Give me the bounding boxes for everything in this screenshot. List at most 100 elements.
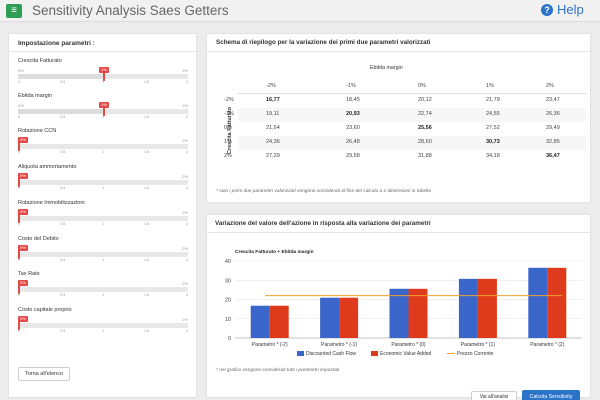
slider-tick-label: 0.5 bbox=[60, 186, 66, 190]
slider-ticks: 0 0.5 1 1.5 2 bbox=[18, 80, 188, 88]
help-icon[interactable]: ? bbox=[541, 4, 553, 16]
grid-row: -2% 16,77 18,45 20,12 21,79 23,47 bbox=[224, 94, 586, 108]
slider-fill bbox=[18, 109, 103, 114]
grid-cell: 20,93 bbox=[346, 111, 360, 117]
slider-tick-label: 0 bbox=[18, 293, 21, 297]
parameter-slider[interactable]: Ebitda margin 0% 2% 1% 0 0.5 1 1.5 2 bbox=[18, 93, 188, 127]
legend-label: Prezzo Corrente bbox=[457, 351, 494, 357]
legend-label: Economic Value Added bbox=[380, 351, 432, 357]
slider-tick-label: 2 bbox=[186, 115, 189, 119]
slider-handle[interactable] bbox=[18, 214, 20, 223]
bar bbox=[389, 288, 409, 338]
slider-handle[interactable] bbox=[18, 250, 20, 259]
slider-tick-label: 2 bbox=[186, 293, 189, 297]
slider-tick-label: 1 bbox=[102, 293, 105, 297]
slider-track[interactable] bbox=[18, 285, 188, 294]
y-tick-label: 20 bbox=[225, 298, 231, 304]
grid-cell: 25,56 bbox=[418, 125, 432, 131]
parameters-title: Impostazione parametri : bbox=[18, 40, 95, 47]
slider-tick-label: 0 bbox=[18, 115, 21, 119]
grid-cell: 24,36 bbox=[266, 139, 280, 145]
grid-cell: 28,60 bbox=[418, 139, 432, 145]
bar bbox=[458, 278, 478, 338]
slider-max-label: 2% bbox=[182, 210, 188, 215]
x-tick-label: Parametro * (-2) bbox=[252, 342, 288, 348]
grid-cell: 27,52 bbox=[486, 125, 500, 131]
slider-value-badge: 0% bbox=[18, 173, 28, 179]
x-tick-label: Parametro * (1) bbox=[461, 342, 496, 348]
slider-handle[interactable] bbox=[103, 107, 105, 116]
grid-column-label: 0% bbox=[418, 83, 426, 89]
slider-track[interactable] bbox=[18, 214, 188, 223]
slider-value-badge: 0% bbox=[18, 245, 28, 251]
chart-title: Crescita Fatturato + Ebitda margin bbox=[235, 249, 314, 255]
slider-handle[interactable] bbox=[103, 72, 105, 81]
divider bbox=[9, 51, 196, 52]
calculate-sensitivity-button[interactable]: Calcola Sensitivity bbox=[522, 390, 580, 400]
parameter-slider[interactable]: Costo capitale proprio0%2%0%00.511.52 bbox=[18, 307, 188, 341]
slider-track[interactable] bbox=[18, 142, 188, 151]
slider-track[interactable] bbox=[18, 178, 188, 187]
slider-tick-label: 2 bbox=[186, 186, 189, 190]
slider-handle[interactable] bbox=[18, 321, 20, 330]
parameter-label: Ebitda margin bbox=[18, 93, 52, 99]
grid-row-label: -1% bbox=[224, 111, 234, 117]
slider-tick-label: 0.5 bbox=[60, 115, 66, 119]
parameter-slider[interactable]: Costo del Debito0%2%0%00.511.52 bbox=[18, 236, 188, 270]
top-bar: ≡ Sensitivity Analysis Saes Getters ? He… bbox=[0, 0, 600, 22]
parameter-slider[interactable]: Rotazione Immobilizzazioni0%2%0%00.511.5… bbox=[18, 200, 188, 234]
grid-cell: 32,85 bbox=[546, 139, 560, 145]
grid-row-label: 1% bbox=[224, 139, 232, 145]
grid-row-label: 0% bbox=[224, 125, 232, 131]
parameter-slider[interactable]: Rotazione CCN0%2%0%00.511.52 bbox=[18, 128, 188, 162]
grid-cell: 23,47 bbox=[546, 97, 560, 103]
bar bbox=[320, 297, 340, 338]
slider-track[interactable] bbox=[18, 72, 188, 81]
legend-item: Economic Value Added bbox=[371, 351, 431, 357]
slider-tick-label: 1.5 bbox=[144, 186, 150, 190]
slider-tick-label: 2 bbox=[186, 258, 189, 262]
slider-ticks: 0 0.5 1 1.5 2 bbox=[18, 186, 188, 194]
divider bbox=[207, 232, 590, 233]
legend-swatch bbox=[371, 351, 378, 357]
slider-handle[interactable] bbox=[18, 178, 20, 187]
slider-track[interactable] bbox=[18, 321, 188, 330]
legend-swatch bbox=[447, 352, 455, 355]
slider-tick-label: 0 bbox=[18, 222, 21, 226]
grid-cell: 30,73 bbox=[486, 139, 500, 145]
slider-handle[interactable] bbox=[18, 285, 20, 294]
slider-ticks: 0 0.5 1 1.5 2 bbox=[18, 150, 188, 158]
grid-cell: 18,45 bbox=[346, 97, 360, 103]
parameter-slider[interactable]: Aliquota ammortamento0%2%0%00.511.52 bbox=[18, 164, 188, 198]
slider-value-badge: 0% bbox=[18, 209, 28, 215]
menu-icon[interactable]: ≡ bbox=[6, 4, 22, 18]
grid-cell: 29,58 bbox=[346, 153, 360, 159]
slider-handle[interactable] bbox=[18, 142, 20, 151]
legend-item: Prezzo Corrente bbox=[447, 351, 493, 357]
back-to-list-button[interactable]: Torna all'elenco bbox=[18, 367, 70, 381]
slider-tick-label: 0.5 bbox=[60, 80, 66, 84]
slider-tick-label: 1 bbox=[102, 150, 105, 154]
legend-item: Discounted Cash Flow bbox=[297, 351, 356, 357]
parameter-slider[interactable]: Tax Rate0%2%0%00.511.52 bbox=[18, 271, 188, 305]
slider-tick-label: 1 bbox=[102, 329, 105, 333]
go-to-analysis-button[interactable]: Vai all'analisi bbox=[471, 391, 517, 400]
slider-track[interactable] bbox=[18, 107, 188, 116]
parameter-slider[interactable]: Crescita Fatturato 0% 2% 1% 0 0.5 1 1.5 2 bbox=[18, 58, 188, 92]
bar-chart: Crescita Fatturato + Ebitda margin 0 10 20 3… bbox=[225, 249, 582, 348]
help-link[interactable]: Help bbox=[557, 2, 584, 17]
slider-tick-label: 0 bbox=[18, 80, 21, 84]
slider-tick-label: 2 bbox=[186, 150, 189, 154]
slider-max-label: 2% bbox=[182, 281, 188, 286]
slider-ticks: 0 0.5 1 1.5 2 bbox=[18, 222, 188, 230]
summary-grid-panel: Schema di riepilogo per la variazione de… bbox=[206, 33, 591, 203]
slider-track[interactable] bbox=[18, 250, 188, 259]
slider-tick-label: 1.5 bbox=[144, 80, 150, 84]
grid-cell: 19,11 bbox=[266, 111, 280, 117]
slider-value-badge: 0% bbox=[18, 316, 28, 322]
slider-max-label: 2% bbox=[182, 246, 188, 251]
slider-tick-label: 1.5 bbox=[144, 293, 150, 297]
grid-column-label: 1% bbox=[486, 83, 494, 89]
slider-tick-label: 1 bbox=[102, 80, 105, 84]
slider-tick-label: 1.5 bbox=[144, 222, 150, 226]
